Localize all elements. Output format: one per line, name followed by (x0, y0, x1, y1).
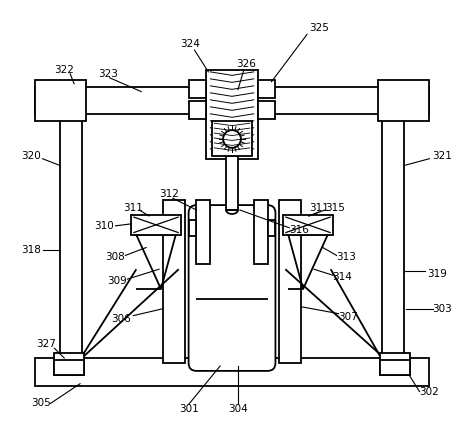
Text: 313: 313 (337, 252, 356, 262)
Text: 319: 319 (427, 269, 447, 279)
Text: 310: 310 (94, 221, 113, 231)
Bar (258, 101, 276, 119)
Bar (206, 70, 258, 159)
Bar (197, 200, 210, 264)
Bar (189, 80, 206, 98)
FancyBboxPatch shape (189, 205, 276, 371)
Bar (382, 86, 404, 373)
Bar (378, 80, 429, 121)
Text: 303: 303 (432, 304, 452, 314)
Text: 302: 302 (419, 387, 439, 396)
Text: 305: 305 (31, 399, 50, 408)
Text: 304: 304 (228, 404, 248, 414)
Bar (189, 101, 206, 119)
Bar (35, 80, 86, 121)
Bar (279, 200, 301, 363)
Text: 316: 316 (289, 225, 309, 235)
Bar (60, 86, 82, 373)
Text: 311: 311 (123, 203, 143, 213)
Bar (189, 220, 197, 236)
Text: 326: 326 (236, 59, 256, 69)
Bar (226, 156, 238, 210)
Text: 320: 320 (21, 151, 41, 161)
Text: 307: 307 (339, 312, 358, 322)
Text: 314: 314 (333, 272, 353, 282)
Bar (131, 215, 181, 235)
Bar (212, 121, 252, 156)
Text: 312: 312 (159, 189, 179, 199)
Bar (268, 220, 276, 236)
Bar (258, 80, 276, 98)
Bar (54, 353, 84, 375)
Bar (163, 200, 184, 363)
Text: 311: 311 (309, 203, 329, 213)
Text: 306: 306 (112, 314, 131, 324)
Bar (380, 353, 410, 375)
Text: 321: 321 (432, 151, 452, 161)
Text: 323: 323 (98, 69, 118, 79)
Text: 325: 325 (309, 23, 329, 33)
Bar (380, 360, 410, 375)
Text: 315: 315 (325, 203, 345, 213)
Text: 324: 324 (181, 39, 200, 49)
Text: 309: 309 (106, 276, 127, 286)
Text: 322: 322 (54, 65, 74, 75)
Text: 327: 327 (36, 339, 57, 349)
Bar (254, 200, 268, 264)
Bar (35, 86, 429, 114)
Text: 301: 301 (179, 404, 198, 414)
Text: 308: 308 (105, 252, 124, 262)
Bar (283, 215, 333, 235)
Bar (54, 360, 84, 375)
Text: 318: 318 (21, 245, 41, 254)
Bar (35, 358, 429, 386)
